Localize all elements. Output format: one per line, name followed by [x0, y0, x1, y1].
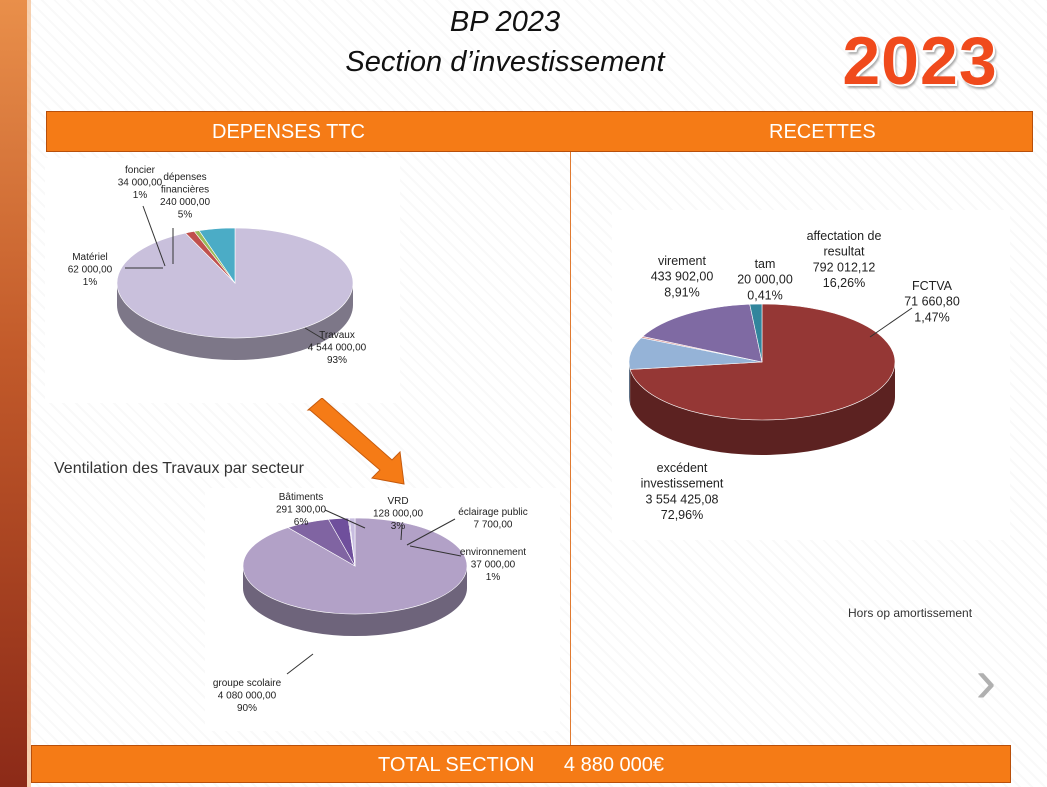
recettes-chart-panel: excédent investissement 3 554 425,08 72,96%… [612, 210, 1010, 540]
leader-line-vrd [400, 524, 403, 541]
footnote-hors-op: Hors op amortissement [848, 606, 973, 620]
depenses-chart-panel: Travaux 4 544 000,00 93% Matériel 62 000,00 1… [45, 158, 400, 403]
slide-subtitle: Section d’investissement [345, 46, 665, 78]
pie-side-virement [629, 362, 631, 405]
slice-label-tam: tam 20 000,00 0,41% [737, 257, 793, 302]
pie-side-groupe [243, 566, 467, 636]
slice-label-environnement: environnement 37 000,00 1% [460, 547, 526, 583]
slide-title: BP 2023 [449, 6, 561, 38]
left-accent-highlight [27, 0, 31, 787]
depenses-pie-chart: Travaux 4 544 000,00 93% Matériel 62 000,00 1… [68, 165, 367, 366]
banner-recettes-label: RECETTES [769, 121, 876, 143]
slice-label-virement: virement 433 902,00 8,91% [651, 254, 714, 299]
banner-depenses-label: DEPENSES TTC [212, 121, 365, 143]
slice-label-vrd: VRD 128 000,00 3% [373, 496, 423, 532]
pie-slice-environnement [348, 517, 356, 567]
total-label: TOTAL SECTION [378, 754, 535, 776]
leader-line-groupe [286, 653, 314, 675]
leader-line-eclairage [406, 518, 456, 546]
slice-label-fctva: FCTVA 71 660,80 1,47% [904, 279, 960, 324]
year-badge: 2023 [842, 23, 998, 99]
chevron-right-icon[interactable]: › [975, 647, 997, 716]
leader-line-foncier [142, 205, 166, 267]
pie-side-excedent [630, 362, 895, 456]
slice-label-eclairage: éclairage public 7 700,00 [458, 507, 528, 531]
pie-slice-depenses_fin [198, 227, 236, 284]
left-accent-bar [0, 0, 27, 787]
slice-label-materiel: Matériel 62 000,00 1% [68, 252, 113, 288]
slice-label-depenses_fin: dépenses financières 240 000,00 5% [160, 172, 210, 221]
pie-side-travaux [117, 283, 353, 360]
section-banner: DEPENSES TTC RECETTES [46, 111, 1033, 152]
pie-slice-excedent [629, 303, 896, 421]
leader-line-batiments [324, 509, 366, 529]
leader-line-environnement [409, 545, 462, 557]
travaux-subtitle: Ventilation des Travaux par secteur [54, 460, 304, 477]
travaux-pie-chart: groupe scolaire 4 080 000,00 90% Bâtiments 2… [213, 492, 528, 714]
slice-label-travaux: Travaux 4 544 000,00 93% [308, 330, 367, 366]
down-arrow-icon [306, 398, 405, 485]
slice-label-foncier: foncier 34 000,00 1% [118, 165, 163, 201]
slice-label-excedent: excédent investissement 3 554 425,08 72,96% [641, 461, 724, 522]
slice-label-affectation: affectation de resultat 792 012,12 16,26% [807, 229, 882, 290]
travaux-chart-panel: groupe scolaire 4 080 000,00 90% Bâtiments 2… [205, 488, 560, 731]
recettes-pie-chart: excédent investissement 3 554 425,08 72,96%… [628, 229, 960, 522]
total-value: 4 880 000€ [563, 754, 664, 776]
total-banner: TOTAL SECTION 4 880 000€ [31, 745, 1011, 783]
slice-label-groupe: groupe scolaire 4 080 000,00 90% [213, 678, 282, 714]
slice-label-batiments: Bâtiments 291 300,00 6% [276, 492, 326, 528]
pie-slice-fctva [749, 303, 763, 363]
pie-slice-affectation [642, 303, 763, 363]
leader-line-fctva [869, 307, 913, 338]
column-divider [570, 152, 571, 747]
leader-line-travaux [304, 327, 326, 341]
